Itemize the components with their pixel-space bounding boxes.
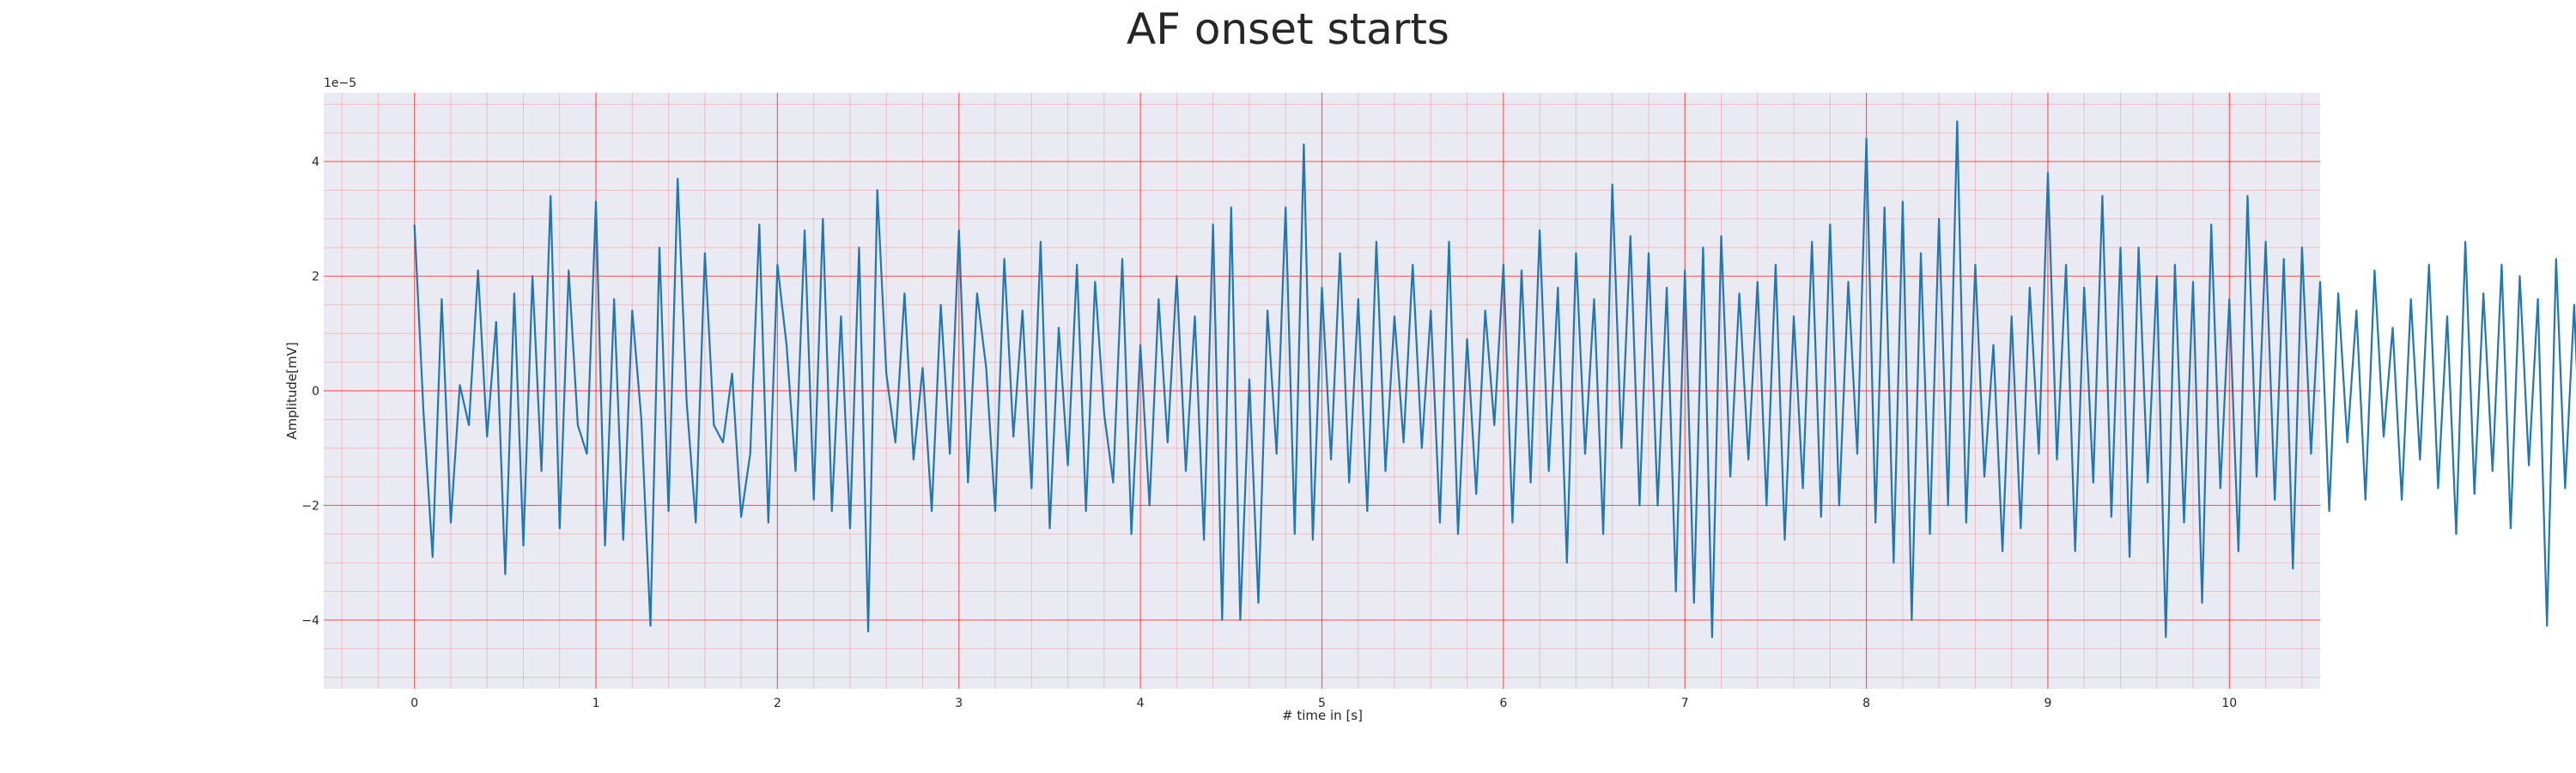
x-tick-label: 6 (1499, 697, 1507, 710)
y-tick-label: 4 (312, 155, 319, 169)
y-axis-label: Amplitude[mV] (284, 342, 300, 439)
x-tick-label: 2 (774, 697, 781, 710)
y-tick-label: −2 (301, 499, 319, 513)
grid (324, 93, 2320, 689)
y-offset-text: 1e−5 (324, 76, 356, 90)
x-tick-label: 3 (955, 697, 963, 710)
x-tick-label: 1 (592, 697, 600, 710)
x-tick-label: 10 (2221, 697, 2237, 710)
x-tick-label: 8 (1862, 697, 1870, 710)
tick-labels: 0 1 2 3 4 5 6 7 8 9 10 −4 −2 0 2 4 (301, 155, 2237, 710)
y-tick-label: 2 (312, 271, 319, 284)
series-layer (413, 120, 2576, 639)
x-tick-label: 7 (1681, 697, 1689, 710)
x-tick-label: 9 (2044, 697, 2051, 710)
x-tick-label: 0 (410, 697, 418, 710)
x-tick-label: 4 (1137, 697, 1145, 710)
series-line (413, 120, 2576, 639)
y-tick-label: −4 (301, 614, 319, 628)
chart-title: AF onset starts (1127, 4, 1449, 54)
x-tick-label: 5 (1318, 697, 1326, 710)
x-axis-label: # time in [s] (1282, 708, 1363, 723)
y-tick-label: 0 (312, 385, 319, 399)
